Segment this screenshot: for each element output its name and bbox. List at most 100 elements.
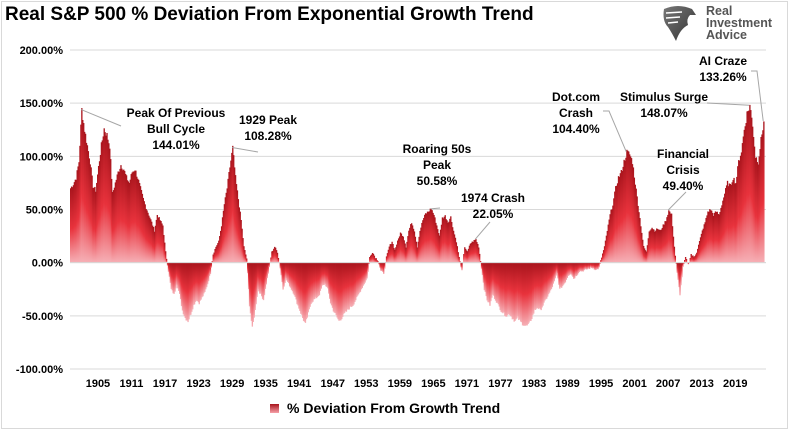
series-bar xyxy=(425,213,428,263)
series-bar xyxy=(408,230,410,263)
series-bar xyxy=(445,219,447,263)
series-bar xyxy=(112,190,115,263)
series-bar xyxy=(620,170,622,263)
x-tick-label: 1947 xyxy=(321,378,345,390)
series-bar xyxy=(684,257,687,263)
series-bar xyxy=(130,174,132,263)
series-bar xyxy=(296,262,298,305)
series-bar xyxy=(361,262,363,289)
series-bar xyxy=(641,232,643,263)
series-bar xyxy=(460,262,462,268)
x-tick-label: 1971 xyxy=(455,378,479,390)
series-bar xyxy=(256,262,258,297)
series-bar xyxy=(488,262,490,303)
series-bar xyxy=(272,250,274,263)
series-bar xyxy=(587,262,589,270)
series-bar xyxy=(75,179,77,263)
series-bar xyxy=(277,257,280,263)
series-bar xyxy=(752,137,755,263)
series-bar xyxy=(213,252,215,263)
series-bar xyxy=(692,255,694,263)
x-tick-label: 1977 xyxy=(488,378,512,390)
series-bar xyxy=(150,219,152,263)
series-bar xyxy=(406,241,408,263)
series-bar xyxy=(491,262,493,298)
series-bar xyxy=(391,241,393,263)
series-bar xyxy=(159,220,161,263)
series-bar xyxy=(233,167,236,263)
series-bar xyxy=(536,262,539,308)
series-bar xyxy=(603,246,606,263)
series-bar xyxy=(500,262,502,312)
series-bar xyxy=(413,231,416,263)
series-bar xyxy=(630,158,633,263)
series-bar xyxy=(297,262,299,306)
series-bar xyxy=(664,221,666,263)
series-bar xyxy=(142,197,145,263)
series-bar xyxy=(656,228,659,263)
series-bar xyxy=(738,160,740,263)
series-bar xyxy=(303,262,306,322)
series-bar xyxy=(581,262,583,272)
series-bar xyxy=(538,262,540,309)
series-bar xyxy=(595,262,597,270)
series-bar xyxy=(424,214,426,263)
series-bar xyxy=(625,157,627,263)
series-bar xyxy=(762,130,764,263)
series-bar xyxy=(334,262,336,314)
annotation-label: 49.40% xyxy=(663,179,704,193)
series-bar xyxy=(261,262,264,300)
x-axis: 1905 1911 1917 1923 1929 1935 1941 1947 1953 1959… xyxy=(86,378,748,390)
series-bar xyxy=(347,262,349,310)
x-tick-label: 2019 xyxy=(723,378,747,390)
series-bar xyxy=(308,262,310,310)
series-bar xyxy=(609,214,611,263)
series-bar xyxy=(322,262,324,285)
series-bar xyxy=(475,239,477,263)
series-bar xyxy=(302,262,304,318)
series-bar xyxy=(359,262,362,292)
annotation: Financial Crisis 49.40% xyxy=(657,147,709,211)
series-bar xyxy=(451,221,453,263)
series-bar xyxy=(121,168,123,263)
series-bar xyxy=(599,262,601,265)
series-bar xyxy=(602,253,604,263)
series-bar xyxy=(210,262,213,268)
series-bar xyxy=(302,262,305,322)
series-bar xyxy=(398,236,401,263)
series-bar xyxy=(584,262,586,270)
series-bar xyxy=(761,134,763,263)
series-bar xyxy=(88,158,90,263)
series-bar xyxy=(327,262,329,289)
series-bar xyxy=(329,262,332,304)
series-bar xyxy=(133,171,135,263)
series-bar xyxy=(254,262,256,311)
series-bar xyxy=(222,210,225,263)
series-bar xyxy=(273,248,275,263)
series-bar xyxy=(498,262,500,307)
annotation-label: 1929 Peak xyxy=(239,113,297,127)
series-bar xyxy=(318,262,321,296)
series-bar xyxy=(439,229,442,263)
series-bar xyxy=(145,208,147,263)
series-bar xyxy=(394,249,396,263)
series-bar xyxy=(370,255,372,263)
series-bar xyxy=(280,262,282,276)
series-bar xyxy=(740,152,743,263)
series-bar xyxy=(271,251,273,263)
series-bar xyxy=(759,149,761,263)
series-bar xyxy=(183,262,186,317)
series-bar xyxy=(119,168,121,263)
series-bar xyxy=(266,262,268,279)
series-bar xyxy=(115,179,117,263)
series-bar xyxy=(263,262,266,296)
series-bar xyxy=(120,165,122,263)
series-bar xyxy=(444,215,446,263)
series-bar xyxy=(295,262,297,300)
series-bar xyxy=(170,262,172,289)
series-bar xyxy=(684,259,686,263)
series-bar xyxy=(316,262,319,297)
series-bar xyxy=(582,262,584,272)
series-bar xyxy=(337,262,339,320)
series-bar xyxy=(446,220,448,263)
